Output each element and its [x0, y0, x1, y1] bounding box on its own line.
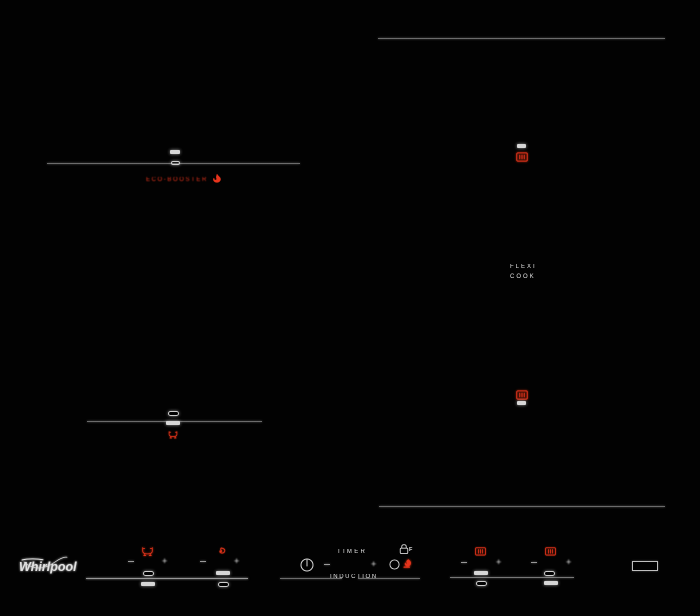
svg-text:Whirlpool: Whirlpool: [19, 560, 77, 574]
